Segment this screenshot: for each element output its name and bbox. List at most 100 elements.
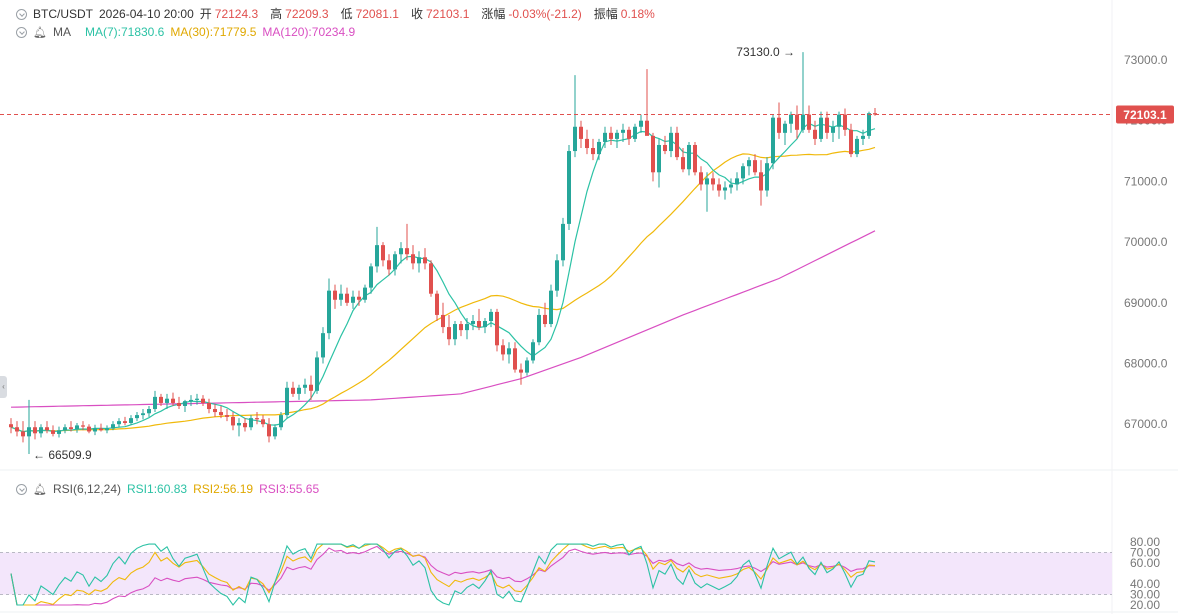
candle-body bbox=[63, 427, 67, 431]
ma-legend: 🔔︎ MA MA(7):71830.6 MA(30):71779.5 MA(120):7… bbox=[16, 24, 361, 41]
candle-body bbox=[741, 166, 745, 179]
collapse-panel-handle[interactable]: ‹ bbox=[0, 376, 7, 398]
candle-body bbox=[549, 290, 553, 325]
candle-body bbox=[483, 321, 487, 328]
candle-body bbox=[597, 141, 601, 155]
candle-body bbox=[183, 401, 187, 406]
candle-body bbox=[417, 257, 421, 264]
candle-body bbox=[723, 187, 727, 191]
amplitude-label: 振幅 0.18% bbox=[593, 7, 655, 21]
candle-body bbox=[9, 424, 13, 428]
candle-body bbox=[807, 114, 811, 130]
symbol-label: BTC/USDT bbox=[33, 7, 93, 21]
collapse-toggle-icon[interactable] bbox=[16, 9, 27, 20]
alert-bell-icon[interactable]: 🔔︎ bbox=[33, 484, 47, 496]
candle-body bbox=[627, 129, 631, 139]
candle-body bbox=[819, 117, 823, 139]
candle-body bbox=[555, 260, 559, 291]
collapse-toggle-icon[interactable] bbox=[16, 484, 27, 495]
candle-body bbox=[147, 409, 151, 414]
candle-body bbox=[837, 114, 841, 127]
candle-body bbox=[27, 427, 31, 437]
rsi-tick-label: 60.00 bbox=[1130, 556, 1160, 570]
close-label: 收 72103.1 bbox=[410, 7, 470, 21]
candle-body bbox=[849, 129, 853, 155]
candle-body bbox=[375, 245, 379, 267]
ma120-value: MA(120):70234.9 bbox=[262, 25, 356, 39]
ma7-line bbox=[10, 122, 876, 433]
candle-body bbox=[681, 157, 685, 170]
candle-body bbox=[303, 384, 307, 388]
alert-bell-icon[interactable]: 🔔︎ bbox=[33, 27, 47, 39]
candle-body bbox=[399, 248, 403, 255]
open-label: 开 72124.3 bbox=[199, 7, 259, 21]
candle-body bbox=[21, 431, 25, 437]
rsi1-value: RSI1:60.83 bbox=[127, 482, 188, 496]
candle-body bbox=[57, 430, 61, 434]
close-value: 72103.1 bbox=[425, 7, 470, 21]
max-price-annotation: 73130.0 → bbox=[736, 45, 795, 59]
candle-body bbox=[291, 387, 295, 394]
candle-body bbox=[645, 120, 649, 136]
rsi-tick-label: 30.00 bbox=[1130, 588, 1160, 602]
candle-body bbox=[225, 415, 229, 417]
candle-body bbox=[873, 113, 877, 115]
candle-body bbox=[351, 296, 355, 303]
candle-body bbox=[615, 132, 619, 139]
candle-body bbox=[831, 126, 835, 133]
candle-body bbox=[105, 428, 109, 431]
ma30-layer bbox=[10, 146, 876, 433]
candle-body bbox=[261, 419, 265, 425]
price-tick-label: 69000.0 bbox=[1124, 296, 1168, 310]
price-tick-label: 71000.0 bbox=[1124, 174, 1168, 188]
candle-body bbox=[177, 402, 181, 406]
candle-body bbox=[531, 342, 535, 361]
candle-body bbox=[189, 399, 193, 402]
candle-body bbox=[735, 178, 739, 185]
rsi-indicator-label: RSI(6,12,24) bbox=[52, 482, 122, 496]
candle-body bbox=[81, 425, 85, 427]
candle-body bbox=[783, 123, 787, 133]
low-label: 低 72081.1 bbox=[340, 7, 399, 21]
candle-body bbox=[99, 428, 103, 431]
candle-body bbox=[429, 263, 433, 294]
current-price-value: 72103.1 bbox=[1123, 108, 1167, 122]
candle-body bbox=[657, 144, 661, 173]
candle-body bbox=[357, 296, 361, 300]
rsi2-line bbox=[10, 543, 876, 606]
candle-body bbox=[369, 266, 373, 288]
candle-body bbox=[639, 120, 643, 127]
candle-body bbox=[543, 314, 547, 325]
candle-body bbox=[273, 427, 277, 437]
candle-body bbox=[141, 413, 145, 416]
candle-body bbox=[471, 321, 475, 325]
candle-body bbox=[621, 129, 625, 133]
ma7-value: MA(7):71830.6 bbox=[84, 25, 165, 39]
candle-body bbox=[501, 345, 505, 355]
candle-body bbox=[15, 427, 19, 432]
candle-body bbox=[513, 348, 517, 370]
price-tick-label: 67000.0 bbox=[1124, 417, 1168, 431]
candle-body bbox=[165, 398, 169, 403]
candle-body bbox=[825, 117, 829, 133]
candle-body bbox=[123, 421, 127, 423]
candle-body bbox=[69, 427, 73, 430]
candle-body bbox=[789, 114, 793, 124]
candle-body bbox=[855, 138, 859, 155]
rsi-tick-label: 70.00 bbox=[1130, 546, 1160, 560]
rsi-tick-label: 20.00 bbox=[1130, 598, 1160, 612]
candle-body bbox=[33, 427, 37, 434]
ma30-value: MA(30):71779.5 bbox=[170, 25, 257, 39]
rsi-legend: 🔔︎ RSI(6,12,24) RSI1:60.83 RSI2:56.19 RSI3:5… bbox=[16, 481, 325, 498]
candle-body bbox=[231, 416, 235, 426]
candle-body bbox=[663, 144, 667, 152]
change-value: -0.03%(-21.2) bbox=[508, 7, 582, 21]
amplitude-value: 0.18% bbox=[620, 7, 655, 21]
collapse-toggle-icon[interactable] bbox=[16, 27, 27, 38]
candle-body bbox=[651, 135, 655, 173]
candle-body bbox=[561, 223, 565, 261]
rsi-band bbox=[0, 552, 1112, 595]
candle-body bbox=[687, 144, 691, 170]
